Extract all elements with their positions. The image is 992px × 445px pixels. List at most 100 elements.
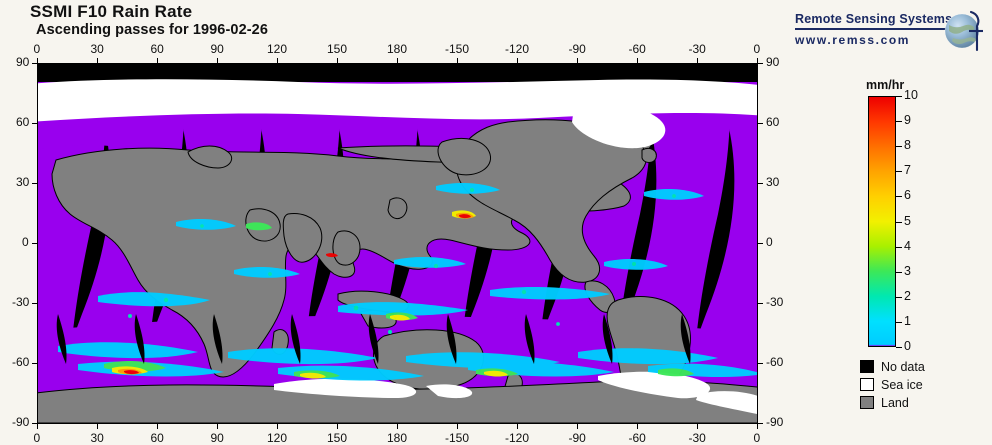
axis-tick (397, 58, 398, 63)
axis-tick (97, 58, 98, 63)
axis-tick-label: -90 (12, 415, 30, 429)
brand-name: Remote Sensing Systems (795, 12, 953, 26)
colorbar-tick-label: 1 (904, 314, 911, 328)
axis-tick (757, 58, 758, 63)
brand-logo[interactable]: Remote Sensing Systems www.remss.com (795, 10, 985, 58)
polar-no-data-band (38, 64, 757, 76)
colorbar-unit-label: mm/hr (866, 78, 905, 92)
legend-no-data: No data (860, 358, 925, 375)
axis-tick-label: -30 (688, 42, 706, 56)
axis-tick (697, 424, 698, 429)
legend-label: Sea ice (881, 377, 923, 392)
axis-tick (637, 424, 638, 429)
axis-tick (277, 424, 278, 429)
colorbar-tick-label: 2 (904, 289, 911, 303)
axis-tick (32, 243, 37, 244)
axis-tick-label: 180 (387, 42, 408, 56)
colorbar-tick (896, 347, 902, 348)
colorbar-tick (896, 272, 902, 273)
axis-tick (758, 423, 763, 424)
axis-tick-label: 120 (267, 42, 288, 56)
axis-tick-label: 180 (387, 431, 408, 445)
axis-tick (758, 183, 763, 184)
axis-tick (32, 123, 37, 124)
axis-tick-label: 0 (33, 42, 41, 56)
axis-tick (457, 58, 458, 63)
colorbar-tick-label: 0 (904, 339, 911, 353)
axis-tick-label: -120 (505, 42, 530, 56)
axis-tick-label: 60 (16, 115, 30, 129)
axis-tick (577, 58, 578, 63)
axis-tick-label: 30 (766, 175, 780, 189)
axis-tick-label: 30 (90, 42, 104, 56)
axis-tick (758, 303, 763, 304)
axis-tick (457, 424, 458, 429)
axis-tick (637, 58, 638, 63)
colorbar-tick-label: 7 (904, 163, 911, 177)
legend-land: Land (860, 394, 925, 411)
colorbar-tick (896, 146, 902, 147)
axis-tick-label: -120 (505, 431, 530, 445)
legend-label: No data (881, 359, 925, 374)
map-legend: No data Sea ice Land (860, 358, 925, 412)
brand-url: www.remss.com (795, 33, 911, 47)
axis-tick (32, 63, 37, 64)
axis-tick-label: 90 (766, 55, 780, 69)
colorbar-tick-label: 9 (904, 113, 911, 127)
axis-tick (32, 363, 37, 364)
colorbar-tick (896, 222, 902, 223)
colorbar-gradient (869, 97, 895, 346)
axis-tick (277, 58, 278, 63)
globe-icon (937, 8, 983, 59)
axis-tick-label: 60 (766, 115, 780, 129)
axis-tick (337, 424, 338, 429)
axis-tick-label: -90 (568, 42, 586, 56)
axis-tick (758, 63, 763, 64)
map-canvas (38, 64, 757, 423)
axis-tick (697, 58, 698, 63)
colorbar-tick (896, 196, 902, 197)
axis-tick-label: 30 (90, 431, 104, 445)
brand-divider (795, 28, 947, 30)
title-block: SSMI F10 Rain Rate Ascending passes for … (30, 2, 268, 39)
axis-tick-label: 0 (766, 235, 773, 249)
axis-tick-label: 90 (16, 55, 30, 69)
axis-tick (758, 243, 763, 244)
axis-tick (758, 123, 763, 124)
axis-tick (32, 423, 37, 424)
sea-ice-group (38, 79, 757, 414)
axis-tick-label: -60 (766, 355, 784, 369)
axis-tick-label: -90 (766, 415, 784, 429)
axis-tick-label: 30 (16, 175, 30, 189)
axis-tick-label: 0 (33, 431, 41, 445)
axis-tick-label: -60 (628, 431, 646, 445)
rain-rate-map[interactable] (37, 63, 758, 424)
axis-tick-label: -150 (445, 431, 470, 445)
axis-tick-label: 150 (327, 431, 348, 445)
colorbar-tick (896, 247, 902, 248)
axis-tick (217, 58, 218, 63)
axis-tick (37, 424, 38, 429)
colorbar-tick (896, 121, 902, 122)
colorbar-tick (896, 322, 902, 323)
axis-tick (97, 424, 98, 429)
colorbar[interactable] (868, 96, 896, 347)
legend-swatch (860, 396, 874, 409)
page-subtitle: Ascending passes for 1996-02-26 (36, 22, 268, 38)
axis-tick (37, 58, 38, 63)
colorbar-tick (896, 171, 902, 172)
page-title: SSMI F10 Rain Rate (30, 2, 193, 21)
orbit-gap-group (56, 314, 691, 364)
axis-tick-label: 0 (753, 431, 761, 445)
axis-tick (157, 58, 158, 63)
axis-tick-label: 90 (210, 42, 224, 56)
axis-tick-label: 60 (150, 431, 164, 445)
colorbar-tick-label: 8 (904, 138, 911, 152)
axis-tick-label: 150 (327, 42, 348, 56)
colorbar-tick-label: 6 (904, 188, 911, 202)
axis-tick (757, 424, 758, 429)
axis-tick-label: -90 (568, 431, 586, 445)
axis-tick-label: 60 (150, 42, 164, 56)
legend-swatch (860, 378, 874, 391)
colorbar-tick-label: 10 (904, 88, 918, 102)
